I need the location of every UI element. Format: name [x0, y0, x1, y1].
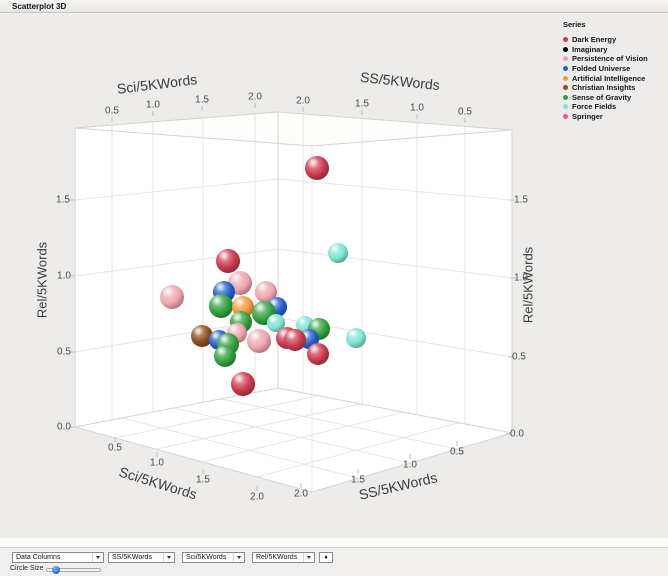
z-axis-column-select[interactable]: Rel/5KWords [252, 552, 315, 563]
data-point[interactable] [346, 328, 366, 348]
legend-item[interactable]: Force Fields [563, 102, 648, 112]
legend-swatch [563, 104, 568, 110]
legend-swatch [563, 37, 568, 43]
legend-item[interactable]: Sense of Gravity [563, 93, 648, 103]
x-axis-column-select[interactable]: Sci/5KWords [182, 552, 245, 563]
legend-item-label: Artificial Intelligence [572, 73, 646, 83]
legend-title: Series [563, 20, 586, 29]
data-point[interactable] [160, 285, 184, 309]
circle-size-slider[interactable] [46, 568, 101, 572]
data-point[interactable] [305, 156, 329, 180]
tick-label: 1.0 [146, 99, 160, 111]
tick-label: 1.0 [150, 457, 164, 469]
data-columns-select[interactable]: Data Columns [12, 552, 104, 563]
diamond-icon: ♦ [324, 554, 328, 561]
data-point[interactable] [231, 372, 255, 396]
axis-label-rel-right: Rel/5KWords [520, 246, 536, 324]
circle-size-slider-handle[interactable] [52, 566, 60, 574]
legend-item[interactable]: Artificial Intelligence [563, 73, 648, 83]
tick-label: 0.5 [108, 442, 122, 454]
legend-item-label: Persistence of Vision [572, 54, 648, 64]
legend-item-label: Sense of Gravity [572, 92, 632, 102]
legend-item[interactable]: Dark Energy [563, 35, 648, 45]
control-bar: Data Columns SS/5KWords Sci/5KWords Rel/… [0, 549, 668, 576]
legend-swatch [563, 114, 568, 120]
data-point[interactable] [328, 243, 348, 263]
data-point[interactable] [307, 343, 329, 365]
tick-label: 1.5 [351, 474, 365, 486]
legend-item[interactable]: Folded Universe [563, 64, 648, 74]
axis-tick-marks [69, 103, 515, 491]
legend-item-label: Dark Energy [572, 35, 617, 45]
data-point[interactable] [284, 329, 306, 351]
tick-label: 1.5 [514, 194, 528, 206]
chevron-down-icon [233, 553, 244, 562]
tick-label: 0.5 [57, 346, 71, 358]
chevron-down-icon [163, 553, 174, 562]
legend-swatch [563, 85, 568, 91]
window-title: Scatterplot 3D [12, 2, 67, 11]
data-point[interactable] [191, 325, 213, 347]
legend: Series Dark Energy Imaginary Persistence o… [563, 20, 648, 121]
tick-label: 1.0 [57, 270, 71, 282]
cube-top-face [75, 112, 512, 146]
tick-label: 0.0 [57, 421, 71, 433]
tick-label: 1.5 [355, 98, 369, 110]
tick-label: 1.5 [196, 474, 210, 486]
data-point[interactable] [209, 294, 233, 318]
next-axis-set-button[interactable]: ♦ [319, 552, 333, 563]
cube-grid [74, 114, 513, 479]
title-bar: Scatterplot 3D [0, 0, 668, 13]
tick-label: 2.0 [248, 91, 262, 103]
tick-label: 0.5 [512, 351, 526, 363]
circle-size-label: Circle Size [10, 565, 44, 572]
tick-label: 1.5 [195, 94, 209, 106]
legend-swatch [563, 46, 568, 52]
legend-item-label: Christian Insights [572, 83, 636, 93]
legend-item[interactable]: Imaginary [563, 45, 648, 55]
chevron-down-icon [92, 553, 103, 562]
chevron-down-icon [303, 553, 314, 562]
legend-swatch [563, 56, 568, 62]
data-point[interactable] [216, 249, 240, 273]
y-axis-column-select[interactable]: SS/5KWords [108, 552, 175, 563]
data-point[interactable] [247, 329, 271, 353]
legend-item-label: Springer [572, 112, 603, 122]
tick-label: 0.0 [510, 428, 524, 440]
tick-label: 2.0 [296, 95, 310, 107]
status-strip [0, 538, 668, 548]
axis-label-rel-left: Rel/5KWords [34, 241, 50, 319]
legend-item[interactable]: Springer [563, 112, 648, 122]
cube-right-wall [278, 112, 512, 433]
legend-item-label: Force Fields [572, 102, 617, 112]
tick-label: 1.0 [410, 102, 424, 114]
tick-label: 1.5 [56, 194, 70, 206]
legend-swatch [563, 66, 568, 72]
legend-item[interactable]: Persistence of Vision [563, 54, 648, 64]
legend-swatch [563, 75, 568, 81]
tick-label: 2.0 [250, 491, 264, 503]
tick-label: 1.0 [514, 272, 528, 284]
legend-item-label: Imaginary [572, 44, 608, 54]
legend-item-label: Folded Universe [572, 64, 631, 74]
tick-label: 0.5 [450, 446, 464, 458]
tick-label: 0.5 [458, 106, 472, 118]
tick-label: 1.0 [403, 459, 417, 471]
tick-label: 0.5 [105, 105, 119, 117]
legend-item[interactable]: Christian Insights [563, 83, 648, 93]
legend-swatch [563, 94, 568, 100]
tick-label: 2.0 [294, 488, 308, 500]
data-point[interactable] [214, 345, 236, 367]
